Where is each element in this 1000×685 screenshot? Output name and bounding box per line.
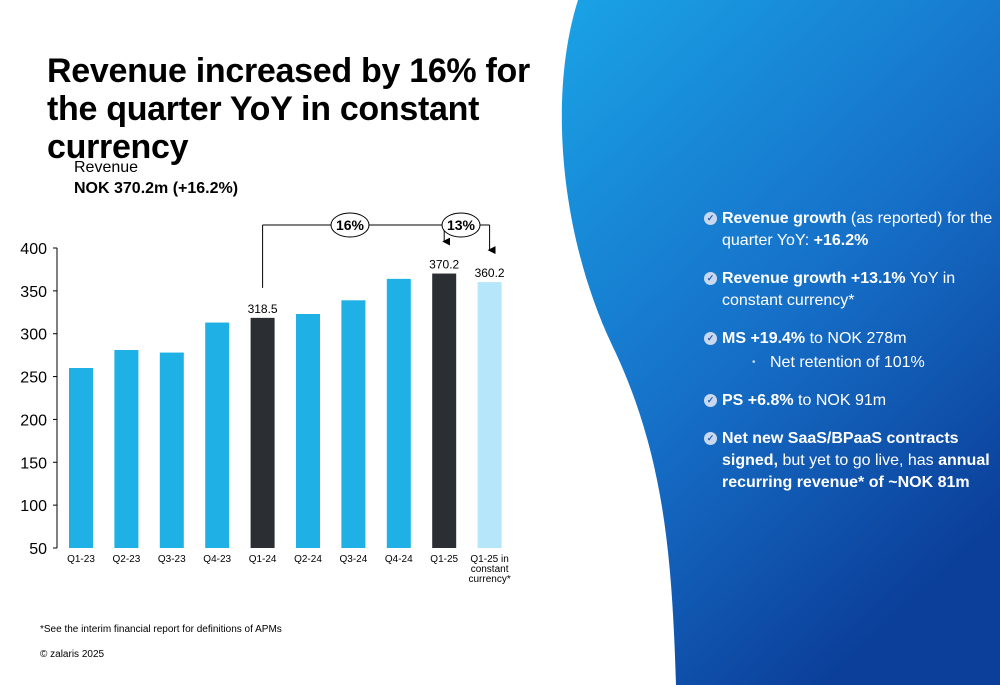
bars bbox=[69, 273, 502, 548]
growth-annotations: 16% 13% bbox=[262, 212, 496, 288]
growth-oval bbox=[441, 212, 481, 238]
x-tick-label: Q1-25 in constant currency* bbox=[468, 554, 510, 585]
highlights-list: ✓ Revenue growth (as reported) for the q… bbox=[704, 208, 994, 510]
y-axis: 50 100 150 200 250 300 350 400 bbox=[20, 241, 58, 558]
x-tick-label: Q1-23 bbox=[67, 554, 95, 565]
x-tick-label: Q4-23 bbox=[203, 554, 231, 565]
y-tick-label: 100 bbox=[20, 498, 47, 515]
x-tick-label: Q3-23 bbox=[158, 554, 186, 565]
bar bbox=[341, 300, 366, 548]
x-tick-label: Q2-24 bbox=[294, 554, 322, 565]
growth-oval bbox=[330, 212, 370, 238]
bullet-item: ✓ Revenue growth +13.1% YoY in constant … bbox=[704, 268, 994, 312]
y-tick-label: 50 bbox=[29, 541, 47, 558]
x-tick-label: Q1-25 bbox=[430, 554, 458, 565]
y-tick-label: 150 bbox=[20, 455, 47, 472]
bullet-item: ✓ Net new SaaS/BPaaS contracts signed, b… bbox=[704, 428, 994, 494]
x-tick-label: Q4-24 bbox=[385, 554, 413, 565]
x-tick-label: Q1-24 bbox=[249, 554, 277, 565]
bar bbox=[114, 350, 139, 548]
x-tick-label: Q3-24 bbox=[340, 554, 368, 565]
bar bbox=[432, 273, 457, 548]
x-tick-label: Q2-23 bbox=[113, 554, 141, 565]
y-tick-label: 400 bbox=[20, 241, 47, 258]
y-tick-label: 300 bbox=[20, 327, 47, 344]
growth-label: 13% bbox=[447, 217, 476, 233]
bar-value-label: 360.2 bbox=[475, 266, 505, 280]
bar bbox=[477, 282, 502, 548]
bullet-item: ✓ PS +6.8% to NOK 91m bbox=[704, 390, 994, 412]
bar bbox=[296, 314, 320, 548]
y-tick-label: 350 bbox=[20, 284, 47, 301]
footnote: *See the interim financial report for de… bbox=[40, 624, 282, 635]
check-icon: ✓ bbox=[704, 272, 717, 285]
sub-bullet-item: • Net retention of 101% bbox=[722, 352, 994, 374]
bar bbox=[386, 278, 411, 548]
bar bbox=[205, 322, 230, 548]
copyright: © zalaris 2025 bbox=[40, 649, 105, 660]
revenue-value: NOK 370.2m (+16.2%) bbox=[74, 180, 239, 197]
bar bbox=[159, 352, 184, 548]
bullet-dot-icon: • bbox=[752, 357, 756, 368]
check-icon: ✓ bbox=[704, 394, 717, 407]
revenue-label: Revenue bbox=[74, 159, 139, 176]
data-labels: 318.5 370.2 360.2 bbox=[248, 258, 505, 316]
check-icon: ✓ bbox=[704, 332, 717, 345]
y-tick-label: 200 bbox=[20, 412, 47, 429]
check-icon: ✓ bbox=[704, 432, 717, 445]
x-axis-labels: Q1-23 Q2-23 Q3-23 Q4-23 Q1-24 Q2-24 Q3-24 Q4-24… bbox=[67, 554, 511, 585]
bar-value-label: 318.5 bbox=[248, 302, 278, 316]
growth-label: 16% bbox=[336, 217, 365, 233]
page-title: Revenue increased by 16% for the quarter… bbox=[47, 52, 530, 166]
y-tick-label: 250 bbox=[20, 370, 47, 387]
bullet-item: ✓ Revenue growth (as reported) for the q… bbox=[704, 208, 994, 252]
bar-value-label: 370.2 bbox=[429, 258, 459, 272]
bar bbox=[250, 317, 275, 548]
bullet-item: ✓ MS +19.4% to NOK 278m • Net retention … bbox=[704, 328, 994, 374]
check-icon: ✓ bbox=[704, 212, 717, 225]
bar bbox=[69, 368, 93, 548]
